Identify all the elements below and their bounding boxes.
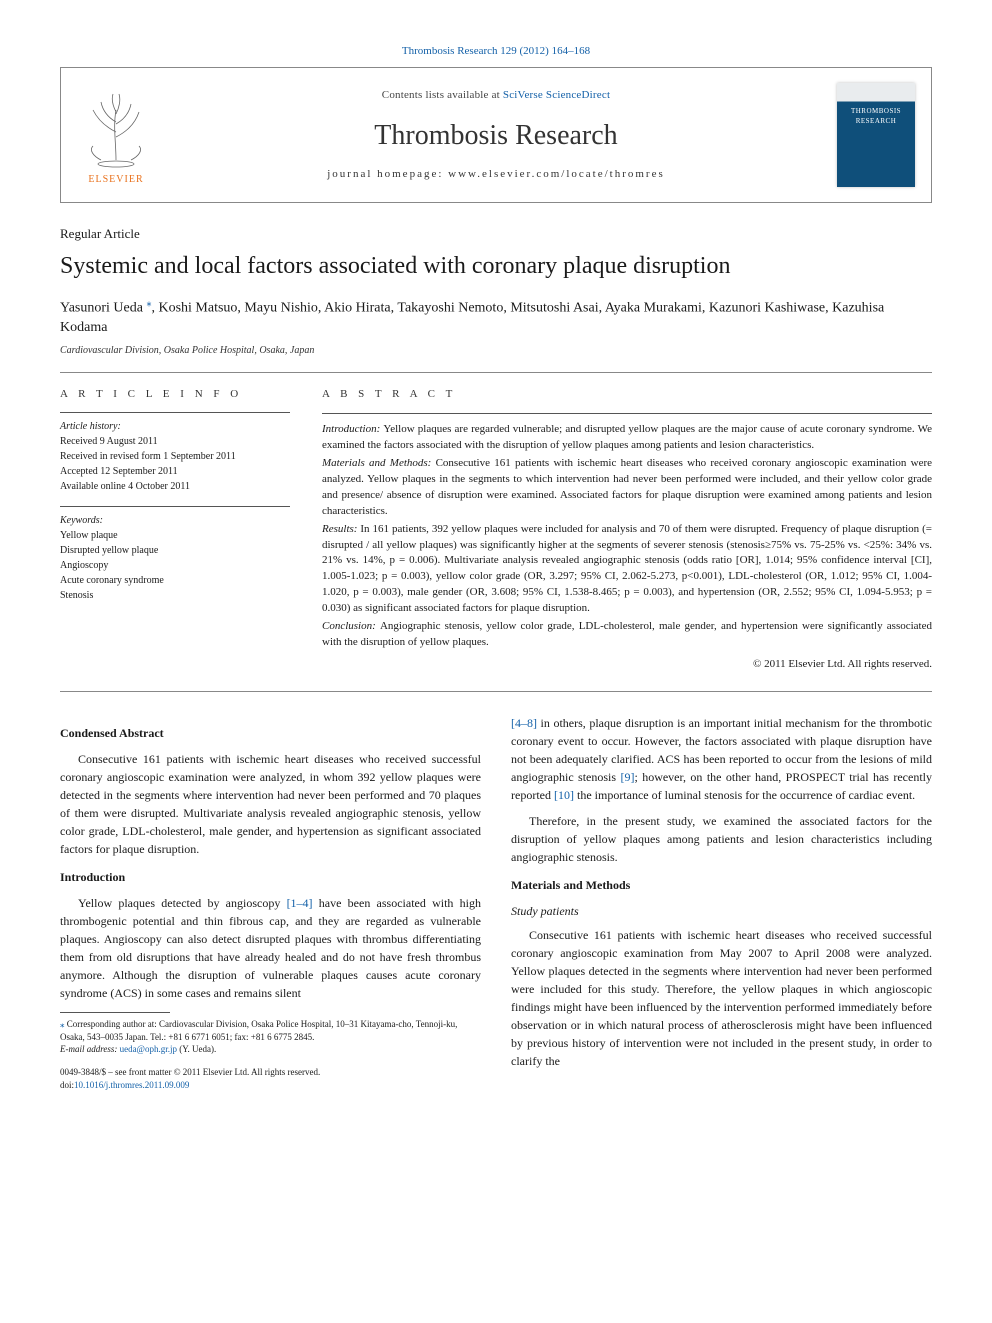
authors: Yasunori Ueda ⁎, Koshi Matsuo, Mayu Nish… bbox=[60, 297, 932, 338]
citation-link[interactable]: [9] bbox=[620, 770, 634, 784]
abs-label: Conclusion: bbox=[322, 620, 380, 632]
left-column: Condensed Abstract Consecutive 161 patie… bbox=[60, 714, 481, 1093]
abstract-copyright: © 2011 Elsevier Ltd. All rights reserved… bbox=[322, 657, 932, 673]
article-type: Regular Article bbox=[60, 225, 932, 243]
abs-text: Yellow plaques are regarded vulnerable; … bbox=[322, 423, 932, 451]
abs-label: Introduction: bbox=[322, 423, 383, 435]
history-item: Available online 4 October 2011 bbox=[60, 479, 290, 494]
cover-title: THROMBOSIS RESEARCH bbox=[837, 107, 915, 127]
footnote-rule bbox=[60, 1012, 170, 1013]
materials-methods-heading: Materials and Methods bbox=[511, 876, 932, 894]
citation-link[interactable]: [1–4] bbox=[287, 896, 313, 910]
citation-link[interactable]: [10] bbox=[554, 788, 574, 802]
cover-thumbnail: THROMBOSIS RESEARCH bbox=[837, 83, 915, 187]
text: Yellow plaques detected by angioscopy bbox=[78, 896, 287, 910]
keywords-label: Keywords: bbox=[60, 513, 290, 528]
author-list: , Koshi Matsuo, Mayu Nishio, Akio Hirata… bbox=[60, 301, 884, 336]
contents-line: Contents lists available at SciVerse Sci… bbox=[177, 88, 815, 103]
abstract-rule bbox=[322, 413, 932, 414]
front-matter: 0049-3848/$ – see front matter © 2011 El… bbox=[60, 1066, 481, 1093]
journal-homepage[interactable]: journal homepage: www.elsevier.com/locat… bbox=[177, 167, 815, 182]
history-item: Received 9 August 2011 bbox=[60, 434, 290, 449]
study-patients-subheading: Study patients bbox=[511, 902, 932, 920]
introduction-heading: Introduction bbox=[60, 868, 481, 886]
publisher-logo: ELSEVIER bbox=[61, 68, 171, 202]
footnote-text: Corresponding author at: Cardiovascular … bbox=[60, 1019, 457, 1042]
meta-rule bbox=[60, 412, 290, 413]
email-link[interactable]: ueda@oph.gr.jp bbox=[120, 1044, 177, 1054]
issn-line: 0049-3848/$ – see front matter © 2011 El… bbox=[60, 1066, 481, 1080]
intro-para: [4–8] in others, plaque disruption is an… bbox=[511, 714, 932, 804]
svg-text:ELSEVIER: ELSEVIER bbox=[88, 174, 143, 185]
citation-link[interactable]: [4–8] bbox=[511, 716, 537, 730]
email-label: E-mail address: bbox=[60, 1044, 120, 1054]
email-post: (Y. Ueda). bbox=[177, 1044, 216, 1054]
abstract-para: Results: In 161 patients, 392 yellow pla… bbox=[322, 522, 932, 618]
affiliation: Cardiovascular Division, Osaka Police Ho… bbox=[60, 344, 932, 358]
keyword: Acute coronary syndrome bbox=[60, 573, 290, 588]
text: the importance of luminal stenosis for t… bbox=[574, 788, 915, 802]
history-item: Accepted 12 September 2011 bbox=[60, 464, 290, 479]
condensed-abstract-heading: Condensed Abstract bbox=[60, 724, 481, 742]
text: have been associated with high thromboge… bbox=[60, 896, 481, 1000]
abs-text: In 161 patients, 392 yellow plaques were… bbox=[322, 523, 932, 615]
keyword: Disrupted yellow plaque bbox=[60, 543, 290, 558]
intro-para: Yellow plaques detected by angioscopy [1… bbox=[60, 894, 481, 1002]
abstract-para: Introduction: Yellow plaques are regarde… bbox=[322, 422, 932, 454]
top-citation[interactable]: Thrombosis Research 129 (2012) 164–168 bbox=[60, 44, 932, 59]
condensed-abstract-text: Consecutive 161 patients with ischemic h… bbox=[60, 750, 481, 858]
history-label: Article history: bbox=[60, 419, 290, 434]
elsevier-tree-icon: ELSEVIER bbox=[73, 82, 159, 188]
journal-header: ELSEVIER Contents lists available at Sci… bbox=[60, 67, 932, 203]
abstract-para: Conclusion: Angiographic stenosis, yello… bbox=[322, 619, 932, 651]
sciencedirect-link[interactable]: SciVerse ScienceDirect bbox=[503, 89, 610, 101]
article-info-heading: A R T I C L E I N F O bbox=[60, 387, 290, 402]
corresponding-footnote: ⁎ Corresponding author at: Cardiovascula… bbox=[60, 1018, 481, 1043]
email-footnote: E-mail address: ueda@oph.gr.jp (Y. Ueda)… bbox=[60, 1043, 481, 1056]
abs-label: Results: bbox=[322, 523, 360, 535]
abstract-para: Materials and Methods: Consecutive 161 p… bbox=[322, 456, 932, 520]
abs-label: Materials and Methods: bbox=[322, 457, 436, 469]
journal-cover: THROMBOSIS RESEARCH bbox=[821, 68, 931, 202]
abstract-heading: A B S T R A C T bbox=[322, 387, 932, 403]
right-column: [4–8] in others, plaque disruption is an… bbox=[511, 714, 932, 1093]
keyword: Angioscopy bbox=[60, 558, 290, 573]
intro-para: Therefore, in the present study, we exam… bbox=[511, 812, 932, 866]
abs-text: Angiographic stenosis, yellow color grad… bbox=[322, 620, 932, 648]
keyword: Stenosis bbox=[60, 588, 290, 603]
doi-link[interactable]: 10.1016/j.thromres.2011.09.009 bbox=[74, 1080, 189, 1090]
meta-rule bbox=[60, 506, 290, 507]
journal-name: Thrombosis Research bbox=[177, 116, 815, 155]
article-title: Systemic and local factors associated wi… bbox=[60, 250, 932, 284]
mm-para: Consecutive 161 patients with ischemic h… bbox=[511, 926, 932, 1070]
keyword: Yellow plaque bbox=[60, 528, 290, 543]
footnote-star-icon: ⁎ bbox=[60, 1019, 67, 1029]
doi-label: doi: bbox=[60, 1080, 74, 1090]
contents-prefix: Contents lists available at bbox=[382, 89, 503, 101]
history-item: Received in revised form 1 September 201… bbox=[60, 449, 290, 464]
author-name: Yasunori Ueda bbox=[60, 301, 146, 316]
